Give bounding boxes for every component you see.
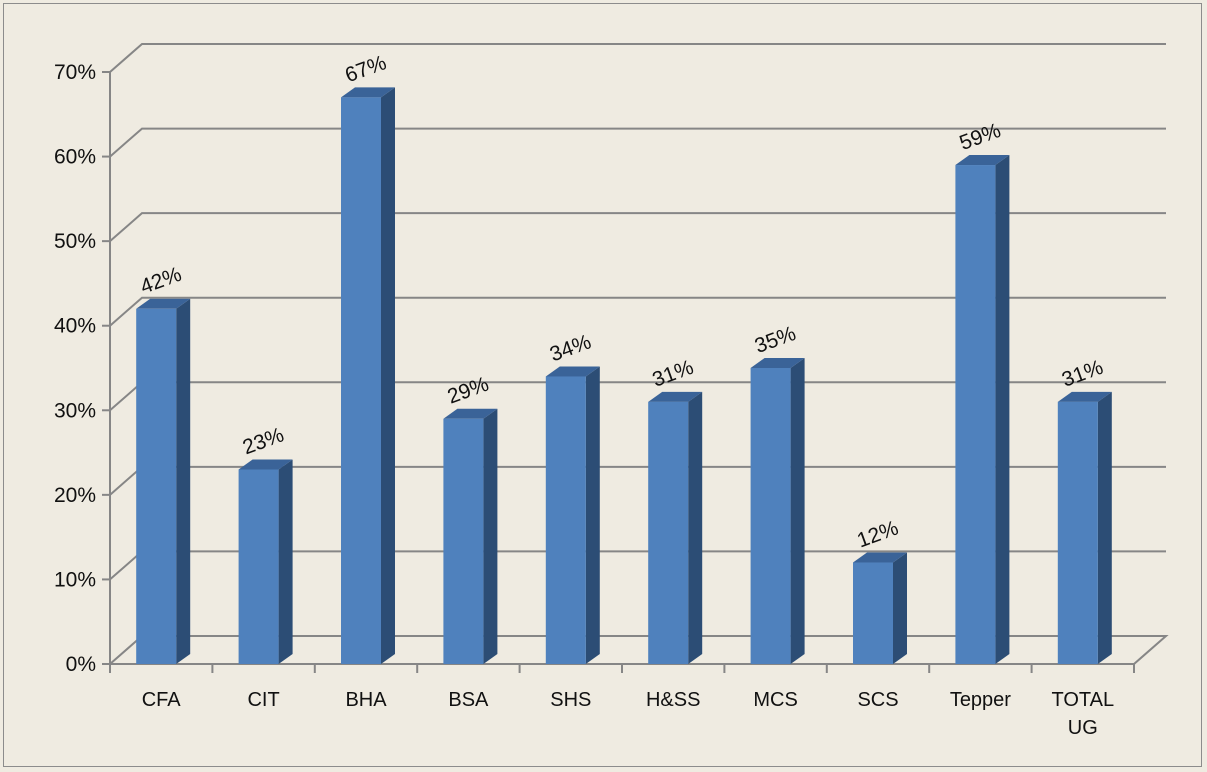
y-gridline — [110, 129, 1166, 157]
bar-front — [1058, 402, 1098, 664]
bar-tepper — [955, 155, 1009, 664]
bar-front — [443, 419, 483, 664]
bar-front — [648, 402, 688, 664]
bar-front — [955, 165, 995, 664]
bar-side — [483, 409, 497, 664]
y-tick-label: 50% — [54, 230, 96, 253]
y-tick-label: 40% — [54, 315, 96, 338]
bar-cit — [239, 459, 293, 664]
x-category-label: H&SS — [646, 689, 700, 711]
data-label: 23% — [240, 423, 287, 459]
x-category-label: CIT — [247, 689, 279, 711]
y-tick-label: 0% — [66, 653, 96, 676]
data-label: 67% — [342, 51, 389, 87]
x-category-label: UG — [1068, 717, 1098, 739]
x-category-label: CFA — [142, 689, 182, 711]
data-label: 31% — [1059, 356, 1106, 392]
chart-area: 0% 10% 20% 30% 40% 50% 60% 70% 42% CFA 23% CIT 67% BH… — [3, 3, 1202, 767]
bar-shs — [546, 366, 600, 664]
bar-side — [791, 358, 805, 664]
x-category-label: MCS — [753, 689, 797, 711]
bar-scs — [853, 553, 907, 664]
bar-side — [1098, 392, 1112, 664]
bar-h-ss — [648, 392, 702, 664]
bar-front — [136, 309, 176, 664]
bar-bsa — [443, 409, 497, 664]
y-tick-label: 30% — [54, 399, 96, 422]
x-category-label: TOTAL — [1051, 689, 1114, 711]
x-category-label: BSA — [448, 689, 489, 711]
y-gridline — [110, 44, 1166, 72]
bar-front — [546, 376, 586, 664]
x-category-label: Tepper — [950, 689, 1011, 711]
x-category-label: SCS — [857, 689, 898, 711]
bar-mcs — [751, 358, 805, 664]
bar-side — [279, 459, 293, 664]
x-category-label: BHA — [345, 689, 387, 711]
y-tick-label: 70% — [54, 61, 96, 84]
bar-front — [341, 97, 381, 664]
bar-bha — [341, 87, 395, 664]
bar-side — [995, 155, 1009, 664]
x-category-label: SHS — [550, 689, 591, 711]
data-label: 31% — [649, 356, 696, 392]
y-tick-label: 10% — [54, 568, 96, 591]
data-label: 42% — [137, 263, 184, 299]
data-label: 59% — [956, 119, 1003, 155]
bar-side — [381, 87, 395, 664]
data-label: 12% — [854, 516, 901, 552]
bar-cfa — [136, 299, 190, 664]
data-label: 34% — [547, 330, 594, 366]
bar-side — [688, 392, 702, 664]
bar-side — [893, 553, 907, 664]
y-tick-label: 60% — [54, 146, 96, 169]
bar-front — [853, 563, 893, 664]
data-label: 35% — [752, 322, 799, 358]
bar-total-ug — [1058, 392, 1112, 664]
data-label: 29% — [444, 373, 491, 409]
bar-side — [176, 299, 190, 664]
bar-front — [239, 469, 279, 664]
bar-side — [586, 366, 600, 664]
y-tick-label: 20% — [54, 484, 96, 507]
bar-front — [751, 368, 791, 664]
